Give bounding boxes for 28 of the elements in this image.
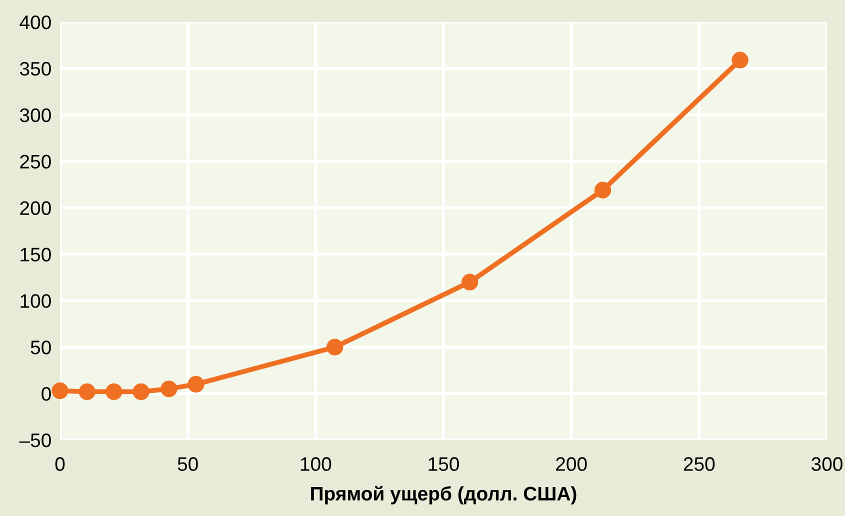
- point: [732, 52, 748, 68]
- point: [160, 380, 178, 398]
- point: [326, 338, 344, 356]
- x-tick-label: 100: [300, 457, 332, 471]
- point: [132, 383, 150, 400]
- x-tick-label: 200: [556, 457, 587, 471]
- y-tick-label: 150: [20, 248, 51, 262]
- point: [78, 383, 96, 400]
- point: [188, 376, 204, 393]
- y-tick-label: 0: [42, 387, 51, 401]
- x-tick-label: 300: [812, 457, 842, 471]
- x-tick-label: 50: [178, 457, 198, 471]
- y-tick-label: 200: [20, 201, 51, 216]
- y-tick-label: –50: [19, 433, 51, 448]
- x-tick-label: 150: [428, 457, 459, 471]
- point: [106, 383, 122, 400]
- x-tick-label: 0: [55, 457, 65, 471]
- y-tick-label: 50: [30, 340, 51, 354]
- point: [594, 182, 612, 198]
- y-tick-label: 300: [20, 108, 51, 122]
- point: [52, 382, 68, 400]
- x-tick-label: 250: [684, 457, 715, 471]
- point: [462, 274, 478, 290]
- y-tick-label: 250: [20, 154, 51, 169]
- y-tick-label: 350: [20, 62, 51, 76]
- x-axis-title: Прямой ущерб (долл. США): [311, 486, 576, 504]
- y-tick-label: 100: [20, 294, 51, 308]
- y-tick-label: 400: [20, 15, 51, 30]
